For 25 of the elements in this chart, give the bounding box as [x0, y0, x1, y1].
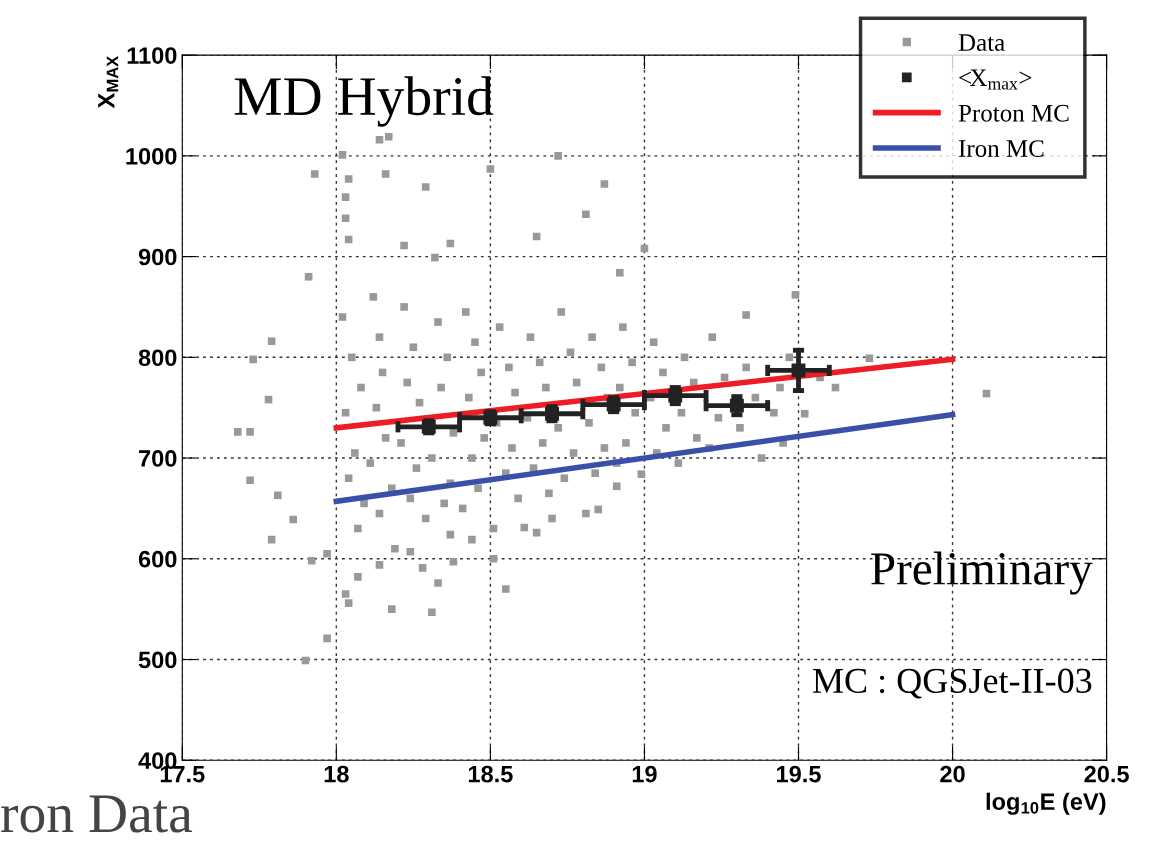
x-tick-label: 19: [632, 765, 657, 783]
point: [668, 388, 683, 403]
legend-label: Data: [958, 34, 1005, 51]
y-tick-label: 1100: [127, 47, 177, 64]
y-axis-title: X$_{MAX}$: [98, 55, 119, 109]
y-tick-label: 800: [138, 349, 177, 367]
legend-label: Proton MC: [958, 104, 1069, 122]
point: [791, 363, 806, 378]
y-tick-label: 900: [138, 248, 177, 266]
annotation: Preliminary: [871, 551, 1093, 595]
annotation: MD Hybrid: [234, 76, 494, 127]
x-tick-label: 18: [324, 765, 349, 783]
x-tick-label: 18.5: [468, 765, 513, 783]
y-tick-label: 500: [138, 651, 177, 669]
legend-label: <X$_{max}$>: [959, 69, 1032, 90]
x-tick-label: 20.5: [1084, 765, 1129, 783]
x-tick-label: 20: [940, 765, 965, 783]
y-tick-label: 600: [138, 550, 177, 568]
annotation: MC : QGSJet-II-03: [812, 668, 1092, 699]
y-tick-label: 1000: [126, 147, 177, 165]
text: ron Data: [1, 795, 193, 833]
y-tick-label: 700: [139, 450, 177, 467]
x-axis-title: log$_{10}$E (eV): [986, 792, 1106, 815]
x-tick-label: 19.5: [777, 765, 821, 783]
legend-label: Iron MC: [958, 140, 1044, 157]
